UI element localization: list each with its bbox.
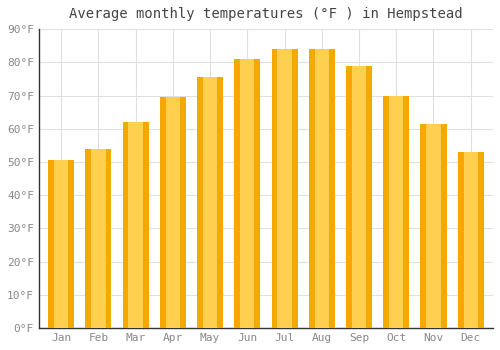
Bar (426, 124, 440, 328)
Bar (346, 65, 372, 328)
Bar (122, 122, 148, 328)
Bar (278, 49, 291, 328)
Bar (160, 97, 186, 328)
Bar (91, 149, 106, 328)
Bar (458, 152, 483, 328)
Bar (203, 77, 217, 328)
Bar (352, 65, 366, 328)
Bar (314, 49, 329, 328)
Bar (48, 160, 74, 328)
Bar (389, 96, 404, 328)
Bar (166, 97, 180, 328)
Bar (240, 59, 254, 328)
Title: Average monthly temperatures (°F ) in Hempstead: Average monthly temperatures (°F ) in He… (69, 7, 462, 21)
Bar (420, 124, 446, 328)
Bar (128, 122, 143, 328)
Bar (383, 96, 409, 328)
Bar (197, 77, 223, 328)
Bar (234, 59, 260, 328)
Bar (272, 49, 297, 328)
Bar (54, 160, 68, 328)
Bar (308, 49, 335, 328)
Bar (464, 152, 478, 328)
Bar (86, 149, 112, 328)
